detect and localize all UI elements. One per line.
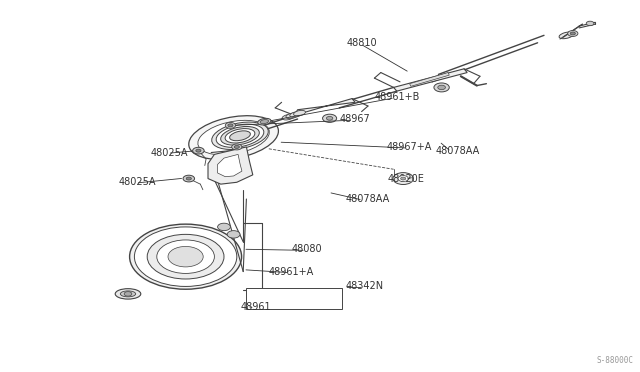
Circle shape [193, 147, 204, 154]
Ellipse shape [198, 121, 269, 155]
Polygon shape [394, 69, 467, 91]
Circle shape [398, 176, 408, 182]
Ellipse shape [134, 227, 237, 286]
Ellipse shape [212, 122, 268, 150]
Text: 48020E: 48020E [388, 174, 425, 183]
Circle shape [438, 85, 445, 90]
Ellipse shape [290, 112, 301, 117]
Circle shape [186, 177, 191, 180]
Ellipse shape [115, 289, 141, 299]
Circle shape [232, 144, 242, 150]
Ellipse shape [230, 131, 250, 141]
Circle shape [234, 145, 239, 148]
Circle shape [225, 122, 236, 128]
Circle shape [586, 21, 594, 26]
Text: 48967: 48967 [340, 114, 371, 124]
Text: 48078AA: 48078AA [346, 194, 390, 204]
Text: 48025A: 48025A [119, 177, 156, 187]
Circle shape [218, 223, 230, 231]
Text: 48025A: 48025A [151, 148, 188, 157]
Text: 48080: 48080 [292, 244, 323, 254]
Polygon shape [218, 154, 242, 177]
Text: S-88000C: S-88000C [596, 356, 634, 365]
Circle shape [183, 175, 195, 182]
Ellipse shape [260, 119, 269, 124]
Circle shape [434, 83, 449, 92]
Circle shape [323, 114, 337, 122]
Polygon shape [294, 99, 355, 115]
Text: 48810: 48810 [346, 38, 377, 48]
Circle shape [570, 32, 575, 35]
Circle shape [228, 124, 233, 127]
Circle shape [393, 173, 413, 185]
Ellipse shape [157, 240, 214, 273]
Ellipse shape [120, 291, 136, 297]
Text: 48961+A: 48961+A [269, 267, 314, 276]
Ellipse shape [189, 116, 278, 160]
Polygon shape [246, 288, 342, 309]
Polygon shape [410, 73, 449, 86]
Text: 48342N: 48342N [346, 282, 384, 291]
Ellipse shape [225, 129, 255, 143]
Ellipse shape [147, 234, 224, 279]
Ellipse shape [221, 126, 259, 145]
Circle shape [326, 116, 333, 120]
Ellipse shape [294, 110, 305, 116]
Polygon shape [208, 147, 253, 184]
Circle shape [227, 231, 240, 238]
Text: 48961+B: 48961+B [374, 92, 419, 102]
Ellipse shape [168, 246, 204, 267]
Text: 48078AA: 48078AA [435, 146, 480, 155]
Ellipse shape [559, 32, 573, 39]
Ellipse shape [258, 118, 271, 125]
Ellipse shape [129, 224, 242, 289]
Text: 48961: 48961 [241, 302, 271, 312]
Text: 48967+A: 48967+A [387, 142, 432, 152]
Circle shape [401, 177, 406, 180]
Circle shape [568, 31, 578, 36]
Ellipse shape [282, 114, 294, 120]
Circle shape [196, 149, 201, 152]
Circle shape [124, 292, 132, 296]
Ellipse shape [216, 124, 264, 147]
Ellipse shape [286, 113, 298, 119]
